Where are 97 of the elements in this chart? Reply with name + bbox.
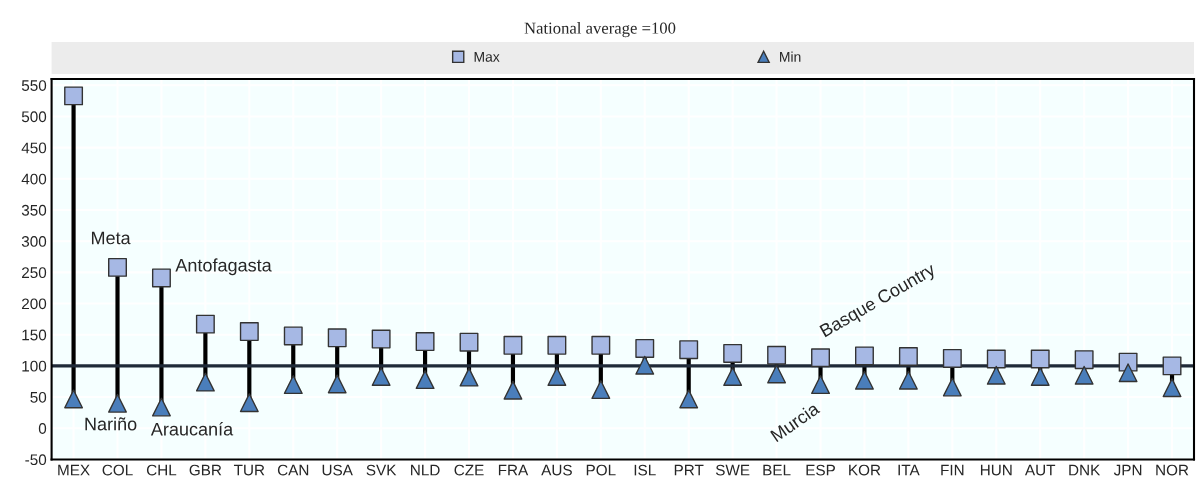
- annotation: Araucanía: [150, 422, 234, 436]
- point: [1162, 378, 1182, 398]
- y-tick-label: 200: [22, 298, 47, 310]
- x-tick-label: GBR: [189, 464, 222, 476]
- point: [151, 397, 171, 417]
- point: [415, 332, 435, 352]
- point: [942, 348, 962, 368]
- x-tick-label: KOR: [849, 464, 881, 476]
- x-tick-label: FIN: [941, 464, 964, 476]
- point: [327, 328, 347, 348]
- x-tick-label: AUT: [1024, 464, 1056, 476]
- legend-label: Min: [780, 51, 801, 62]
- annotation: Antofagasta: [175, 258, 272, 276]
- y-tick-label: 350: [21, 204, 47, 216]
- point: [64, 389, 84, 409]
- point: [371, 329, 391, 349]
- x-tick-label: DNK: [1069, 464, 1101, 476]
- y-tick-label: 300: [21, 236, 47, 247]
- y-tick-label: 50: [30, 391, 47, 403]
- y-tick-label: 500: [21, 111, 47, 123]
- point: [1162, 356, 1182, 376]
- point: [459, 332, 479, 352]
- point: [503, 380, 523, 400]
- y-tick-label: 100: [22, 360, 47, 372]
- y-tick-label: -50: [25, 454, 47, 466]
- point: [898, 370, 918, 390]
- point: [679, 340, 699, 360]
- x-tick-label: HUN: [980, 464, 1012, 476]
- point: [811, 375, 831, 395]
- x-tick-label: SVK: [366, 464, 397, 476]
- point: [415, 370, 435, 390]
- y-tick-label: 250: [22, 267, 47, 279]
- x-tick-label: NOR: [1156, 464, 1189, 476]
- point: [503, 335, 523, 355]
- point: [1030, 349, 1050, 369]
- point: [283, 375, 303, 395]
- point: [371, 367, 391, 386]
- x-tick-label: CHL: [146, 464, 177, 476]
- y-tick-label: 150: [22, 329, 47, 341]
- point: [898, 347, 918, 367]
- x-tick-label: FRA: [498, 464, 529, 476]
- point: [64, 86, 84, 106]
- x-tick-label: ISL: [634, 464, 656, 476]
- point: [547, 367, 567, 386]
- point: [239, 322, 259, 342]
- point: [854, 370, 874, 390]
- y-tick-label: 450: [21, 142, 47, 154]
- point: [1118, 363, 1138, 383]
- x-tick-label: COL: [102, 464, 133, 476]
- point: [1074, 350, 1094, 370]
- point: [767, 364, 787, 384]
- point: [195, 372, 215, 392]
- x-tick-label: ITA: [898, 464, 920, 476]
- point: [1074, 365, 1094, 385]
- x-tick-label: CAN: [277, 464, 309, 476]
- x-tick-label: ESP: [806, 464, 835, 476]
- x-tick-label: CZE: [454, 464, 484, 476]
- point: [239, 393, 259, 413]
- point: [1030, 367, 1050, 386]
- point: [986, 365, 1006, 385]
- x-tick-label: MEX: [58, 464, 90, 476]
- x-tick-label: USA: [322, 464, 353, 476]
- point: [942, 377, 962, 397]
- y-tick-label: 400: [21, 173, 47, 185]
- point: [459, 367, 479, 387]
- legend-label: Max: [474, 52, 500, 62]
- point: [854, 346, 874, 366]
- point: [723, 367, 743, 386]
- point: [635, 338, 655, 358]
- point: [108, 393, 127, 413]
- annotation: Meta: [91, 231, 131, 245]
- annotation: Nariño: [85, 417, 137, 431]
- y-tick-label: 0: [38, 423, 47, 434]
- chart-title: National average =100: [524, 22, 676, 38]
- point: [635, 355, 655, 375]
- point: [767, 345, 787, 365]
- point: [679, 389, 699, 409]
- point: [986, 349, 1006, 369]
- point: [195, 314, 215, 334]
- point: [151, 268, 171, 288]
- y-tick-label: 550: [21, 80, 47, 91]
- x-tick-label: BEL: [763, 464, 791, 476]
- x-tick-label: NLD: [411, 464, 440, 476]
- x-tick-label: SWE: [715, 464, 750, 476]
- x-tick-label: AUS: [541, 464, 572, 476]
- point: [723, 343, 743, 363]
- point: [591, 335, 611, 355]
- point: [811, 348, 831, 368]
- point: [591, 380, 611, 400]
- x-tick-label: PRT: [674, 464, 704, 476]
- point: [283, 326, 303, 346]
- x-tick-label: JPN: [1113, 464, 1142, 476]
- point: [327, 374, 347, 394]
- point: [547, 335, 567, 355]
- point: [108, 257, 127, 277]
- x-tick-label: POL: [586, 464, 616, 476]
- x-tick-label: TUR: [233, 464, 265, 476]
